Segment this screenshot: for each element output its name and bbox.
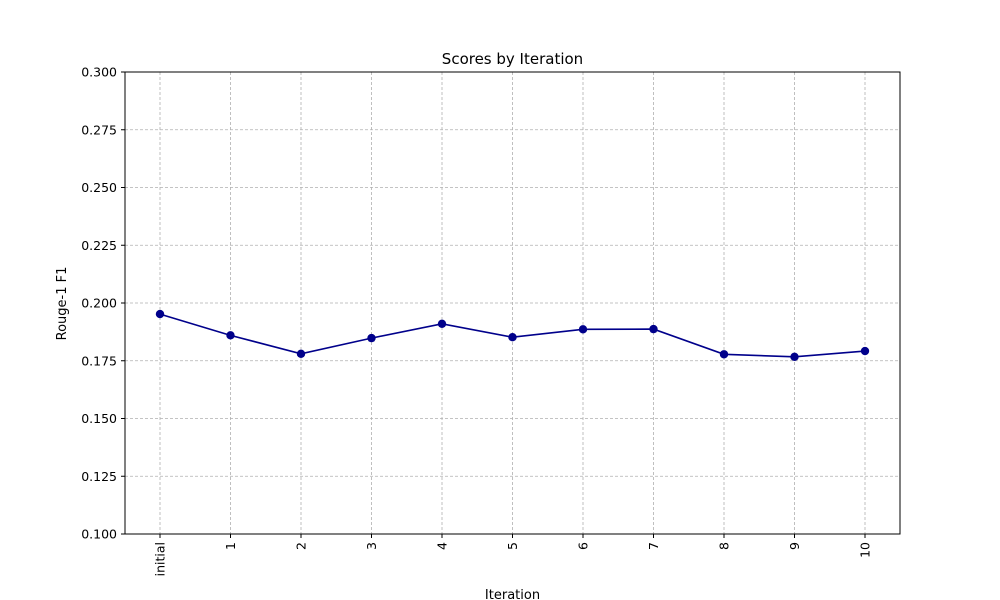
tick-labels: 0.100 0.125 0.150 0.175 0.200 0.225 0.250 0.275… [81,65,872,577]
data-point [578,325,588,334]
x-tick-label: 6 [576,542,591,550]
x-axis-label: Iteration [485,588,540,600]
axes [121,71,901,538]
y-tick-label: 0.225 [81,238,117,253]
x-tick-label: 8 [717,542,732,550]
data-point [508,332,517,342]
data-point [296,349,306,359]
data-point [155,309,165,319]
x-tick-label: 5 [505,542,520,550]
y-tick-label: 0.125 [81,469,117,484]
chart-title: Scores by Iteration [442,50,583,68]
x-tick-label: 3 [364,542,379,550]
data-point [719,350,729,359]
x-tick-label: 9 [787,542,802,550]
plot-frame [124,71,901,535]
y-tick-label: 0.200 [81,296,117,311]
data-point [367,333,376,343]
x-tick-label: 2 [294,542,309,550]
y-tick-label: 0.150 [81,411,117,426]
data-point [437,319,447,328]
data-point [649,324,658,334]
data-points [155,309,870,362]
y-axis-label: Rouge-1 F1 [55,267,70,341]
data-point [790,352,799,362]
x-tick-label: 1 [223,542,238,550]
y-tick-label: 0.100 [81,527,117,542]
data-point [226,331,235,340]
x-tick-label: 4 [435,542,450,550]
x-tick-label: initial [153,542,168,576]
data-point [860,346,870,356]
x-tick-label: 10 [858,542,873,558]
y-tick-label: 0.275 [81,122,117,137]
y-tick-label: 0.175 [81,353,117,368]
y-tick-label: 0.300 [81,65,117,80]
x-tick-label: 7 [646,542,661,550]
y-tick-label: 0.250 [81,180,117,195]
grid-lines [125,71,900,535]
